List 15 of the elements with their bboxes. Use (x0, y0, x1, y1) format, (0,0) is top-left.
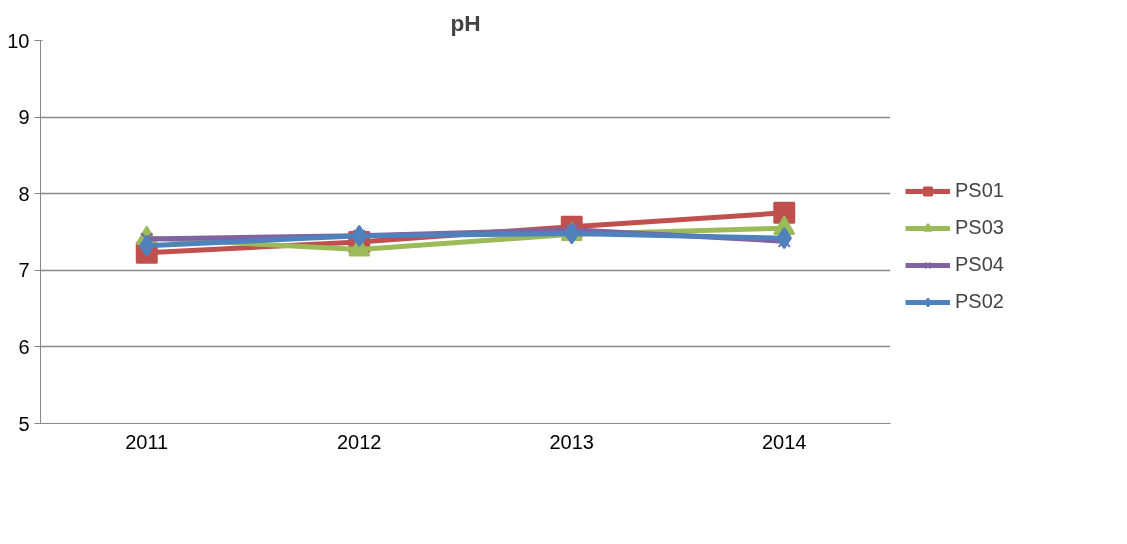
x-tick-label: 2011 (125, 430, 169, 453)
legend-label: PS01 (955, 179, 1004, 202)
y-tick-label: 6 (18, 335, 30, 358)
x-tick-label: 2013 (549, 430, 594, 453)
y-tick-label: 10 (7, 29, 30, 52)
y-tick-label: 7 (18, 259, 30, 282)
chart-title: pH (450, 9, 481, 36)
y-tick-label: 8 (18, 182, 30, 205)
x-tick-label: 2012 (337, 430, 382, 453)
legend-label: PS03 (955, 216, 1004, 239)
legend-label: PS04 (955, 253, 1004, 276)
y-tick-label: 5 (18, 412, 30, 435)
x-tick-label: 2014 (762, 430, 807, 453)
y-tick-label: 9 (18, 106, 30, 129)
legend-label: PS02 (955, 290, 1004, 313)
